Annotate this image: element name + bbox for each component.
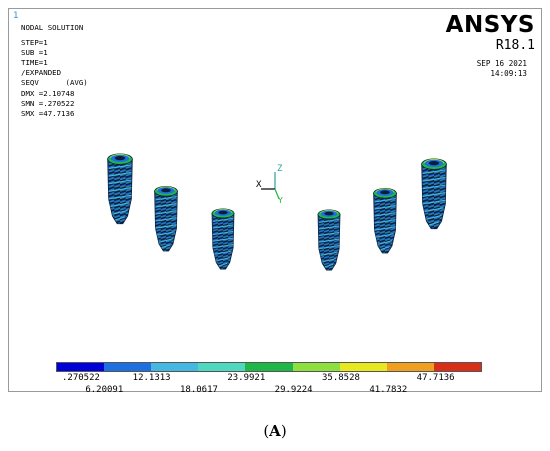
legend-swatch — [386, 363, 434, 371]
legend-label-top: 35.8528 — [322, 373, 360, 383]
legend-swatch — [57, 363, 105, 371]
ansys-version: R18.1 — [495, 38, 535, 53]
window-number: 1 — [13, 11, 19, 21]
implant-1 — [107, 153, 133, 225]
legend-label-top: 12.1313 — [132, 373, 171, 383]
solution-info: NODAL SOLUTION STEP=1 SUB =1 TIME=1/EXPANDE… — [21, 23, 88, 119]
legend-label-bottom: 41.7832 — [369, 385, 408, 395]
graphics-window: 1 NODAL SOLUTION STEP=1 SUB =1 TIME=1/EXPAN… — [8, 8, 542, 392]
info-line: SMX =47.7136 — [21, 108, 75, 118]
implant-5 — [373, 187, 397, 254]
legend-swatch — [104, 363, 152, 371]
implant-6 — [421, 158, 447, 230]
info-line: STEP=1 — [21, 38, 48, 48]
ansys-logo: ANSYS — [445, 12, 535, 38]
legend-label-bottom: 18.0617 — [180, 385, 218, 395]
info-line: DMX =2.10748 — [21, 88, 75, 98]
info-line: NODAL SOLUTION — [21, 23, 84, 32]
caption-open: ( — [263, 422, 270, 440]
triad-x-label: X — [256, 180, 262, 190]
coordinate-triad: Z X Y — [256, 164, 283, 205]
implant-2 — [154, 185, 178, 252]
triad-y-label: Y — [278, 196, 283, 205]
legend-swatch — [245, 363, 293, 371]
triad-z-label: Z — [277, 164, 283, 174]
implant-3 — [211, 208, 235, 270]
timestamp-date: SEP 16 2021 — [476, 59, 527, 68]
legend-label-bottom: 29.9224 — [274, 385, 313, 395]
info-line: SUB =1 — [21, 48, 48, 58]
caption-letter: A — [269, 422, 281, 440]
legend-swatch — [433, 363, 481, 371]
info-line: SMN =.270522 — [21, 98, 75, 108]
info-line: TIME=1 — [21, 58, 48, 68]
figure-caption: (A) — [0, 422, 550, 440]
legend-swatch — [151, 363, 199, 371]
contour-legend-bar — [56, 362, 482, 372]
legend-swatch — [198, 363, 246, 371]
legend-swatch — [339, 363, 387, 371]
legend-swatch — [292, 363, 340, 371]
ansys-brand: ANSYS R18.1 — [446, 13, 535, 53]
legend-label-top: .270522 — [62, 373, 100, 383]
legend-label-bottom: 6.20091 — [85, 385, 124, 395]
timestamp: SEP 16 2021 14:09:13 — [477, 59, 527, 79]
legend-label-top: 23.9921 — [227, 373, 266, 383]
legend-label-top: 47.7136 — [416, 373, 455, 383]
info-line: SEQV (AVG) — [21, 78, 88, 88]
implant-4 — [317, 209, 341, 271]
timestamp-time: 14:09:13 — [490, 69, 527, 78]
model-viewport[interactable]: Z X Y — [9, 9, 543, 393]
caption-close: ) — [280, 422, 287, 440]
info-line: /EXPANDED — [21, 68, 62, 78]
